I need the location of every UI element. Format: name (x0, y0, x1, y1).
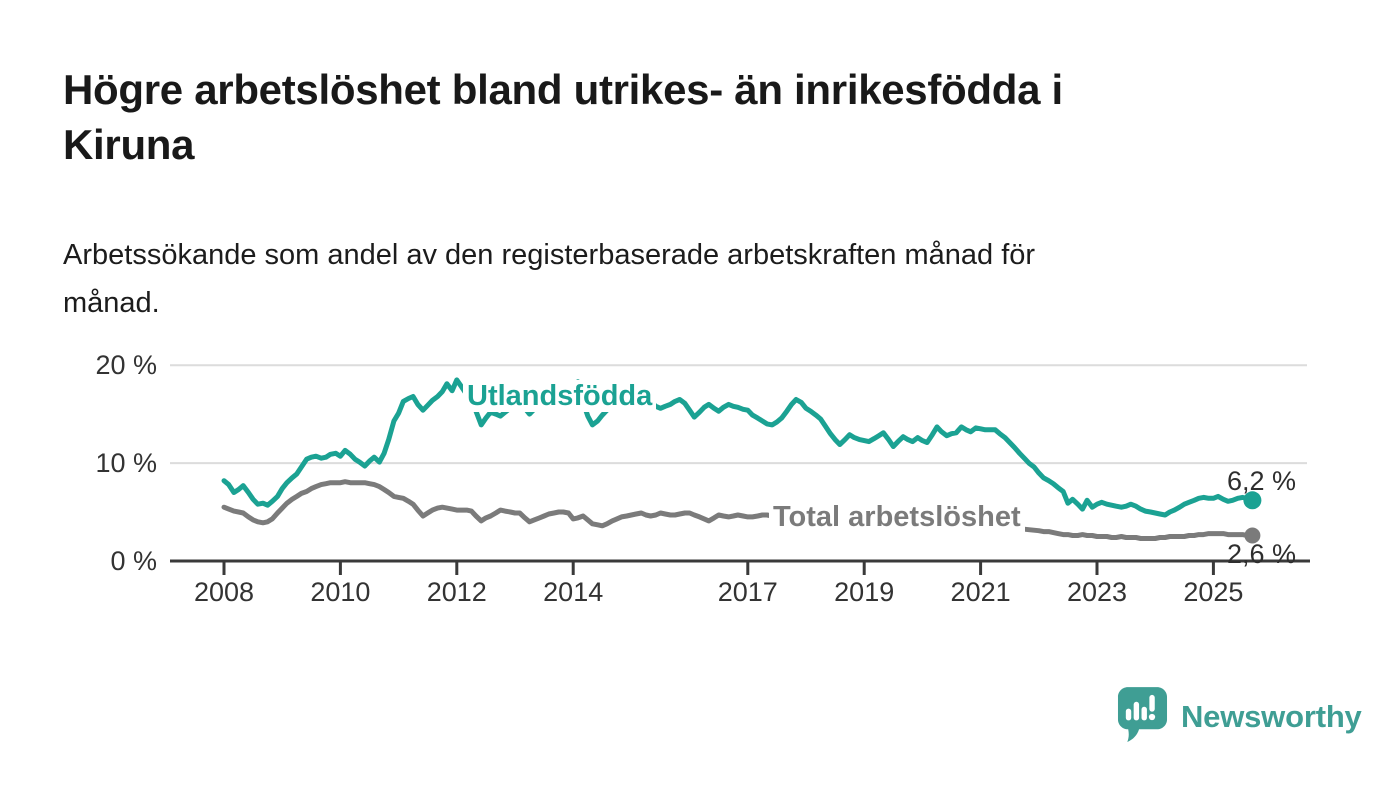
y-tick-label: 20 % (95, 350, 157, 380)
page-title: Högre arbetslöshet bland utrikes- än inr… (63, 62, 1243, 172)
x-tick-label: 2008 (194, 577, 254, 607)
chart-subtitle-line-1: Arbetssökande som andel av den registerb… (63, 239, 1036, 271)
total-end-dot (1244, 527, 1261, 544)
y-tick-label: 0 % (110, 546, 157, 576)
x-tick-label: 2023 (1067, 577, 1127, 607)
newsworthy-logo-text: Newsworthy (1181, 698, 1362, 734)
x-tick-label: 2019 (834, 577, 894, 607)
utlandsfodda-line (221, 377, 1255, 518)
x-tick-label: 2025 (1183, 577, 1243, 607)
x-tick-label: 2012 (427, 577, 487, 607)
end-value-label-utlandsfodda: 6,2 % (1227, 466, 1297, 496)
utlandsfodda-end-dot (1243, 491, 1262, 510)
x-tick-label: 2014 (543, 577, 603, 607)
x-tick-label: 2021 (951, 577, 1011, 607)
series-label-utlandsfodda: Utlandsfödda (463, 380, 657, 412)
y-tick-label: 10 % (95, 448, 157, 478)
page-title-line-2: Kiruna (63, 121, 195, 168)
end-value-label-total: 2,6 % (1227, 539, 1297, 569)
page-title-line-1: Högre arbetslöshet bland utrikes- än inr… (63, 66, 1063, 113)
x-tick-label: 2010 (310, 577, 370, 607)
chart-subtitle: Arbetssökande som andel av den registerb… (63, 231, 1253, 327)
newsworthy-logo: Newsworthy (1117, 686, 1362, 747)
chart-subtitle-line-2: månad. (63, 287, 160, 319)
series-label-total-arbetsloshet: Total arbetslöshet (769, 501, 1025, 533)
total-line (221, 479, 1255, 541)
newsworthy-logo-icon (1117, 687, 1168, 742)
x-tick-label: 2017 (718, 577, 778, 607)
logo-bar-chart-glyph (1125, 694, 1156, 721)
